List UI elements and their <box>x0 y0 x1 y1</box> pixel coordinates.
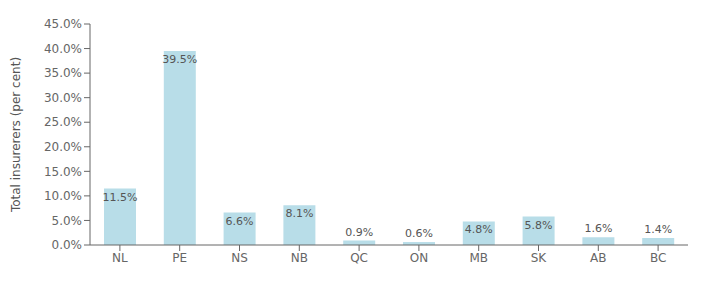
svg-text:5.8%: 5.8% <box>525 219 553 232</box>
svg-text:PE: PE <box>172 251 187 265</box>
svg-text:ON: ON <box>410 251 428 265</box>
svg-text:0.0%: 0.0% <box>52 238 83 252</box>
svg-text:39.5%: 39.5% <box>162 53 197 66</box>
svg-text:NL: NL <box>112 251 128 265</box>
svg-text:40.0%: 40.0% <box>44 42 82 56</box>
svg-text:10.0%: 10.0% <box>44 189 82 203</box>
svg-text:1.4%: 1.4% <box>644 223 672 236</box>
svg-text:MB: MB <box>469 251 488 265</box>
svg-text:20.0%: 20.0% <box>44 140 82 154</box>
svg-text:1.6%: 1.6% <box>584 222 612 235</box>
svg-text:4.8%: 4.8% <box>465 223 493 236</box>
svg-text:QC: QC <box>350 251 368 265</box>
svg-text:5.0%: 5.0% <box>52 214 83 228</box>
svg-text:25.0%: 25.0% <box>44 115 82 129</box>
svg-text:AB: AB <box>590 251 606 265</box>
svg-text:15.0%: 15.0% <box>44 165 82 179</box>
svg-text:NB: NB <box>291 251 308 265</box>
svg-text:11.5%: 11.5% <box>103 191 138 204</box>
svg-text:45.0%: 45.0% <box>44 17 82 31</box>
svg-text:6.6%: 6.6% <box>226 215 254 228</box>
svg-text:NS: NS <box>231 251 248 265</box>
svg-text:0.9%: 0.9% <box>345 226 373 239</box>
svg-text:8.1%: 8.1% <box>285 207 313 220</box>
svg-text:SK: SK <box>531 251 548 265</box>
svg-text:35.0%: 35.0% <box>44 66 82 80</box>
svg-text:Total insurerers (per cent): Total insurerers (per cent) <box>9 57 23 213</box>
svg-text:0.6%: 0.6% <box>405 227 433 240</box>
svg-text:BC: BC <box>650 251 666 265</box>
svg-text:30.0%: 30.0% <box>44 91 82 105</box>
